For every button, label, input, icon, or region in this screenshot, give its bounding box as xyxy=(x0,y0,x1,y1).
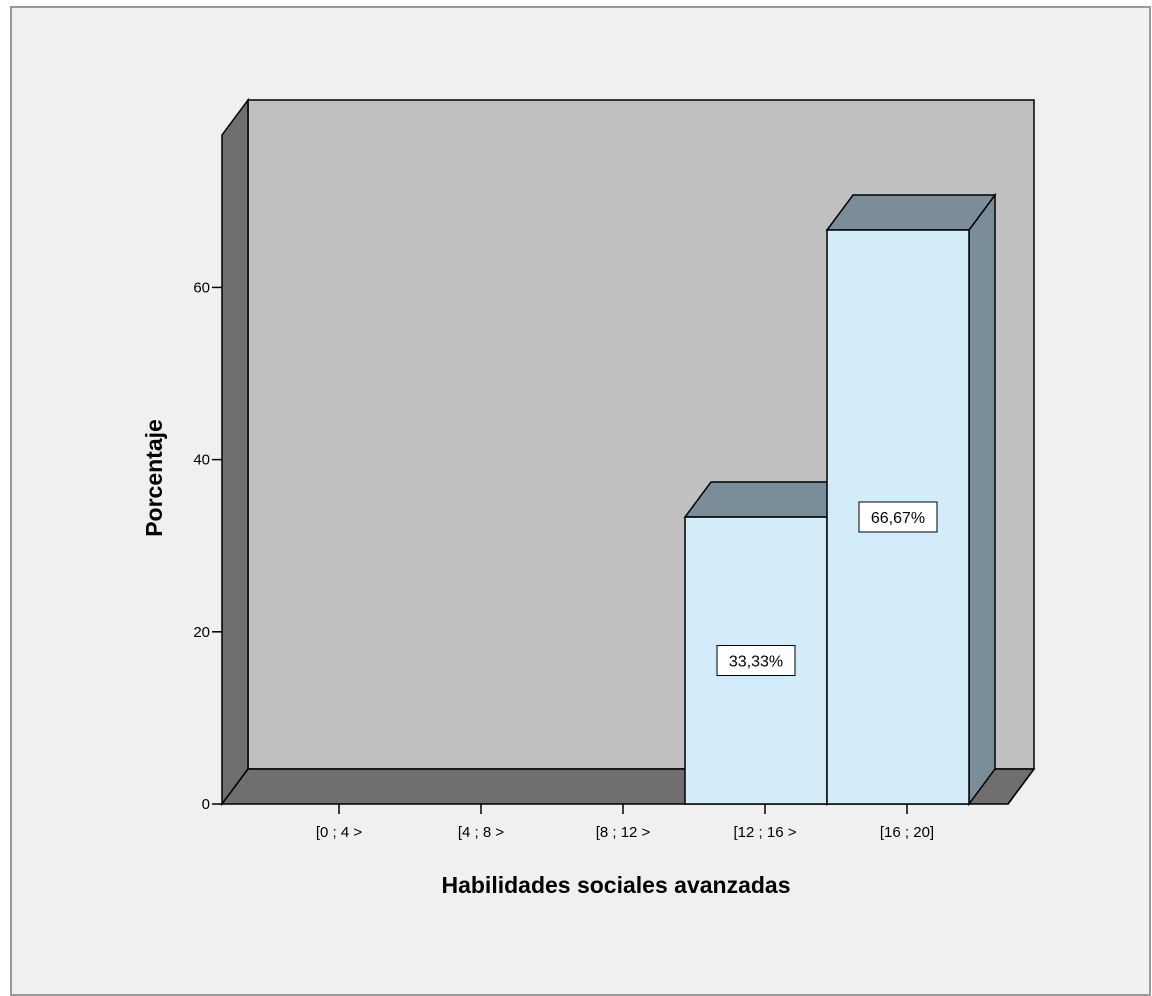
data-label-box-3 xyxy=(716,645,796,677)
bar-top-4 xyxy=(825,194,997,231)
y-tick-label-0: 0 xyxy=(202,796,210,813)
data-label-4: 66,67% xyxy=(858,501,938,533)
x-tick-label-0: [0 ; 4 > xyxy=(316,824,363,841)
floor-edge xyxy=(1007,768,1035,805)
y-tick-label-20: 20 xyxy=(193,624,210,641)
bar-side-4 xyxy=(968,192,996,807)
x-axis-title: Habilidades sociales avanzadas xyxy=(441,872,790,898)
y-tick-label-40: 40 xyxy=(193,452,210,469)
y-tick-label-60: 60 xyxy=(193,279,210,296)
bar-chart: 0 20 40 60 [0 ; 4 > [4 ; 8 > [8 ; 12 > [12 ; 1… xyxy=(141,97,1036,898)
chart-frame: 0 20 40 60 [0 ; 4 > [4 ; 8 > [8 ; 12 > [12 ; 1… xyxy=(10,6,1151,996)
y-axis-title: Porcentaje xyxy=(141,419,167,537)
data-label-text-3: 33,33% xyxy=(729,654,783,671)
side-wall xyxy=(221,97,249,807)
x-tick-label-2: [8 ; 12 > xyxy=(596,824,651,841)
data-label-3: 33,33% xyxy=(716,645,796,677)
x-axis: [0 ; 4 > [4 ; 8 > [8 ; 12 > [12 ; 16 > [16 ;… xyxy=(316,804,934,841)
x-tick-label-1: [4 ; 8 > xyxy=(458,824,505,841)
bars xyxy=(683,192,997,807)
x-tick-label-3: [12 ; 16 > xyxy=(734,824,797,841)
data-label-text-4: 66,67% xyxy=(871,510,925,527)
y-axis: 0 20 40 60 xyxy=(193,279,222,813)
bar-4 xyxy=(825,192,997,807)
data-labels: 33,33% 66,67% xyxy=(716,501,938,677)
data-label-box-4 xyxy=(858,501,938,533)
x-tick-label-4: [16 ; 20] xyxy=(880,824,934,841)
